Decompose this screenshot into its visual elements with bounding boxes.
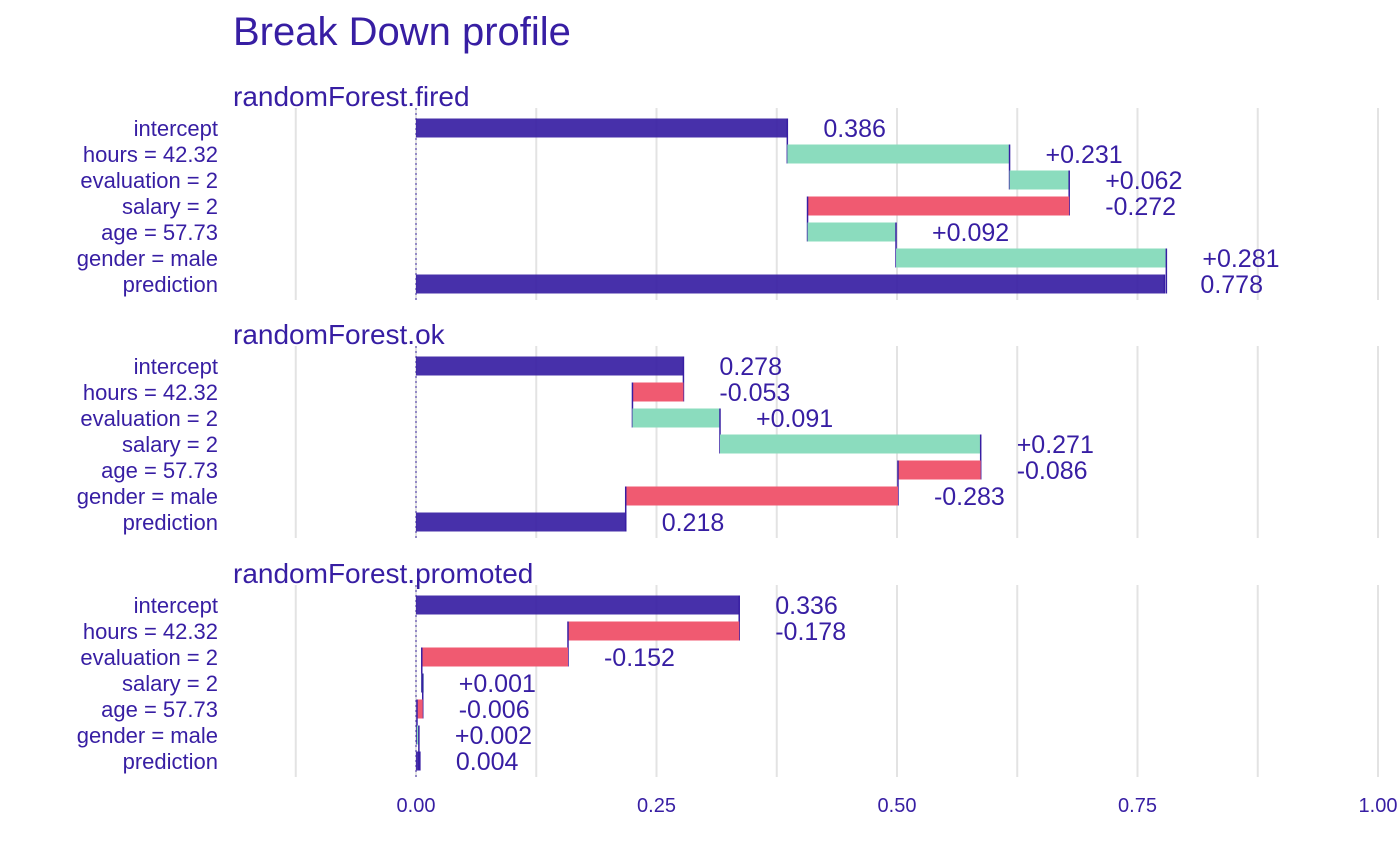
x-tick-label: 0.25: [637, 795, 676, 817]
bar: [787, 144, 1010, 164]
variable-label: salary = 2: [122, 671, 218, 696]
value-label: +0.091: [756, 405, 833, 433]
variable-label: hours = 42.32: [83, 142, 218, 167]
x-tick-label: 0.00: [397, 795, 436, 817]
value-label: +0.231: [1046, 141, 1123, 169]
panel-title: randomForest.fired: [233, 81, 470, 112]
x-tick-label: 1.00: [1359, 795, 1398, 817]
value-label: 0.218: [662, 509, 725, 537]
value-label: +0.001: [459, 670, 536, 698]
value-label: +0.092: [932, 219, 1009, 247]
variable-label: age = 57.73: [101, 458, 218, 483]
bar: [421, 647, 568, 667]
value-label: -0.006: [459, 696, 530, 724]
value-label: +0.002: [455, 722, 532, 750]
value-label: +0.281: [1202, 245, 1279, 273]
value-label: 0.336: [775, 592, 838, 620]
value-label: 0.004: [456, 748, 519, 776]
variable-label: evaluation = 2: [80, 645, 218, 670]
variable-label: evaluation = 2: [80, 406, 218, 431]
variable-label: intercept: [134, 593, 218, 618]
bar: [1009, 170, 1070, 190]
bar: [896, 248, 1167, 268]
variable-label: gender = male: [77, 246, 218, 271]
value-label: -0.283: [934, 483, 1005, 511]
variable-label: evaluation = 2: [80, 168, 218, 193]
bar: [416, 725, 419, 745]
value-label: +0.062: [1105, 167, 1182, 195]
bar: [567, 621, 740, 641]
variable-label: salary = 2: [122, 194, 218, 219]
bar: [416, 751, 420, 771]
variable-label: salary = 2: [122, 432, 218, 457]
variable-label: intercept: [134, 116, 218, 141]
value-label: -0.086: [1017, 457, 1088, 485]
value-label: -0.178: [775, 618, 846, 646]
variable-label: hours = 42.32: [83, 619, 218, 644]
variable-label: prediction: [123, 272, 218, 297]
bar: [632, 408, 720, 428]
variable-label: age = 57.73: [101, 220, 218, 245]
x-tick-label: 0.75: [1118, 795, 1157, 817]
chart-title: Break Down profile: [233, 10, 571, 54]
bar: [807, 196, 1070, 216]
bar: [416, 595, 740, 615]
panel-title: randomForest.promoted: [233, 558, 533, 589]
bar: [416, 699, 423, 719]
bar: [625, 486, 898, 506]
bar: [807, 222, 897, 242]
variable-label: gender = male: [77, 723, 218, 748]
variable-label: gender = male: [77, 484, 218, 509]
bar: [632, 382, 684, 402]
value-label: -0.053: [719, 379, 790, 407]
value-label: -0.272: [1105, 193, 1176, 221]
x-tick-label: 0.50: [878, 795, 917, 817]
value-label: 0.778: [1200, 271, 1263, 299]
value-label: 0.386: [823, 115, 886, 143]
value-label: -0.152: [604, 644, 675, 672]
bar: [416, 356, 684, 376]
bar: [719, 434, 981, 454]
variable-label: hours = 42.32: [83, 380, 218, 405]
bar: [897, 460, 981, 480]
variable-label: prediction: [123, 510, 218, 535]
variable-label: intercept: [134, 354, 218, 379]
panel-title: randomForest.ok: [233, 319, 446, 350]
value-label: 0.278: [719, 353, 782, 381]
bar: [416, 118, 788, 138]
value-label: +0.271: [1017, 431, 1094, 459]
bar: [416, 274, 1165, 294]
bar: [416, 512, 626, 532]
variable-label: age = 57.73: [101, 697, 218, 722]
variable-label: prediction: [123, 749, 218, 774]
